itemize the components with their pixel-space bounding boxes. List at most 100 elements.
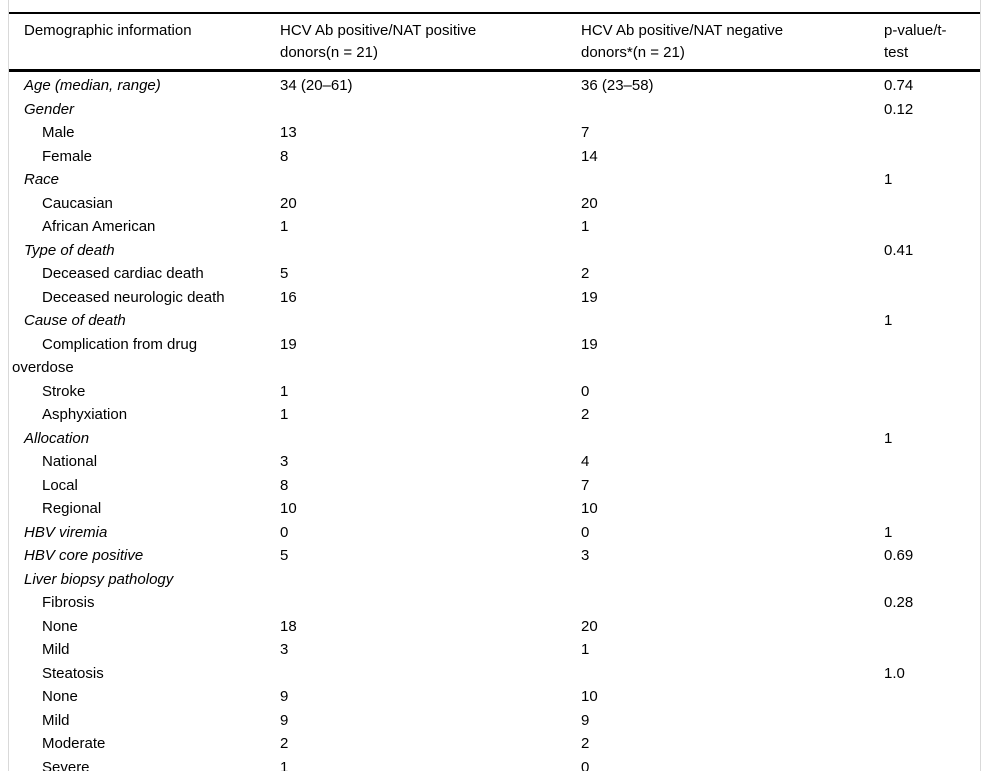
value-nat-positive: 2	[280, 735, 289, 752]
value-pvalue: 1	[884, 171, 893, 188]
value-pvalue	[884, 497, 980, 521]
row-label: Complication from drug overdose	[12, 335, 198, 377]
value-nat-positive: 18	[280, 617, 297, 635]
column-header-pvalue: p-value/t- test	[884, 12, 980, 72]
table-header: Demographic information HCV Ab positive/…	[9, 12, 980, 72]
value-nat-positive	[280, 568, 581, 592]
value-nat-negative: 2	[581, 406, 590, 423]
table-row: Age (median, range) 34 (20–61) 36 (23–58) 0…	[9, 71, 980, 98]
table-row: Race 1	[9, 168, 980, 192]
column-header-demographic: Demographic information	[9, 12, 280, 72]
value-pvalue	[884, 615, 980, 639]
table-body: Age (median, range) 34 (20–61) 36 (23–58) 0…	[9, 71, 980, 771]
value-nat-positive: 9	[280, 688, 289, 705]
table-row: Mild 3 1	[9, 638, 980, 662]
value-nat-positive: 8	[280, 476, 289, 494]
row-label: National	[42, 453, 98, 470]
table-row: Male 13 7	[9, 121, 980, 145]
table-row: HBV core positive 5 3 0.69	[9, 544, 980, 568]
table-row: Liver biopsy pathology	[9, 568, 980, 592]
value-nat-negative	[581, 427, 884, 451]
value-nat-negative: 0	[581, 382, 590, 400]
column-header-nat-positive: HCV Ab positive/NAT positive donors(n = …	[280, 12, 581, 72]
value-nat-negative: 0	[581, 758, 590, 771]
value-pvalue: 0.41	[884, 241, 914, 259]
value-nat-negative: 2	[581, 735, 590, 752]
row-label: Cause of death	[24, 312, 126, 329]
value-nat-negative: 19	[581, 335, 598, 353]
value-nat-positive	[280, 239, 581, 263]
value-pvalue: 0.69	[884, 547, 914, 564]
value-nat-positive: 3	[280, 453, 289, 470]
value-nat-negative: 1	[581, 641, 590, 658]
value-nat-negative: 10	[581, 688, 598, 705]
row-label: Severe	[42, 758, 90, 771]
table-row: Cause of death 1	[9, 309, 980, 333]
value-nat-negative: 20	[581, 617, 598, 635]
row-label: Caucasian	[42, 194, 113, 212]
table-row: Moderate 2 2	[9, 732, 980, 756]
value-nat-positive: 19	[280, 335, 297, 353]
value-nat-positive: 1	[280, 406, 289, 423]
table-row: None 9 10	[9, 685, 980, 709]
value-nat-positive	[280, 591, 581, 615]
value-pvalue	[884, 121, 980, 145]
value-pvalue	[884, 450, 980, 474]
row-label: Steatosis	[42, 664, 104, 682]
row-label: HBV viremia	[24, 523, 108, 541]
row-label: Type of death	[24, 241, 115, 259]
table-row: Gender 0.12	[9, 98, 980, 122]
value-nat-positive: 0	[280, 523, 289, 541]
table-row: Steatosis 1.0	[9, 662, 980, 686]
value-nat-negative	[581, 591, 884, 615]
row-label: Male	[42, 124, 75, 141]
row-label: Asphyxiation	[42, 406, 128, 423]
table-row: HBV viremia 0 0 1	[9, 521, 980, 545]
value-nat-positive: 5	[280, 547, 289, 564]
value-nat-positive: 8	[280, 147, 289, 165]
value-nat-negative: 7	[581, 124, 590, 141]
value-pvalue: 1	[884, 312, 893, 329]
value-nat-negative: 7	[581, 476, 590, 494]
value-pvalue	[884, 568, 980, 592]
value-pvalue: 0.74	[884, 77, 914, 94]
row-label: Deceased cardiac death	[42, 265, 204, 282]
value-pvalue	[884, 685, 980, 709]
row-label: None	[42, 688, 78, 705]
value-nat-positive: 1	[280, 218, 289, 235]
table-row: Regional 10 10	[9, 497, 980, 521]
value-nat-positive: 3	[280, 641, 289, 658]
value-nat-negative: 3	[581, 547, 590, 564]
value-pvalue	[884, 638, 980, 662]
table-row: Female 8 14	[9, 145, 980, 169]
demographics-table: Demographic information HCV Ab positive/…	[9, 12, 980, 771]
value-nat-positive	[280, 98, 581, 122]
value-pvalue: 1.0	[884, 664, 905, 682]
row-label: Race	[24, 171, 60, 188]
value-nat-negative	[581, 662, 884, 686]
table-row: None 18 20	[9, 615, 980, 639]
value-pvalue	[884, 474, 980, 498]
row-label: Stroke	[42, 382, 86, 400]
value-nat-negative: 19	[581, 288, 598, 306]
value-nat-positive: 10	[280, 500, 297, 517]
value-nat-positive	[280, 662, 581, 686]
value-nat-negative: 36 (23–58)	[581, 77, 654, 94]
table-rule-bottom: Demographic information HCV Ab positive/…	[9, 12, 980, 771]
value-pvalue: 0.28	[884, 594, 914, 611]
value-nat-negative: 4	[581, 453, 590, 470]
table-row: National 3 4	[9, 450, 980, 474]
value-nat-positive: 5	[280, 265, 289, 282]
row-label: Allocation	[24, 429, 90, 447]
value-nat-negative: 10	[581, 500, 598, 517]
value-nat-negative	[581, 168, 884, 192]
value-nat-negative	[581, 239, 884, 263]
value-nat-positive: 34 (20–61)	[280, 77, 353, 94]
value-pvalue: 1	[884, 429, 893, 447]
row-label: Age (median, range)	[24, 77, 161, 94]
row-label: Local	[42, 476, 78, 494]
header-row: Demographic information HCV Ab positive/…	[9, 12, 980, 72]
value-pvalue: 1	[884, 523, 893, 541]
value-nat-positive: 20	[280, 194, 297, 212]
value-pvalue	[884, 145, 980, 169]
